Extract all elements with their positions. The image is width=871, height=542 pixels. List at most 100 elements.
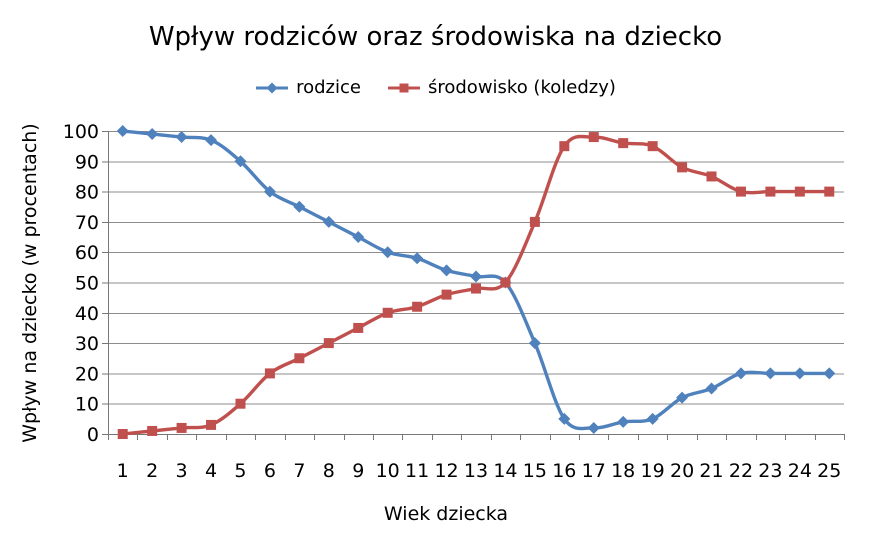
square-marker-icon <box>794 186 805 197</box>
x-tick-label: 20 <box>670 460 694 482</box>
square-marker-icon <box>235 398 246 409</box>
square-marker-icon <box>677 162 688 173</box>
gridlines <box>108 131 844 435</box>
legend-label-rodzice: rodzice <box>296 77 361 98</box>
x-tick-label: 9 <box>352 460 364 482</box>
diamond-marker-icon <box>793 367 806 380</box>
square-marker-icon <box>647 141 658 152</box>
square-marker-icon <box>206 419 217 430</box>
diamond-marker-icon <box>411 252 424 265</box>
diamond-marker-icon <box>263 185 276 198</box>
square-marker-icon <box>382 307 393 318</box>
x-tick-label: 7 <box>293 460 305 482</box>
x-tick-label: 23 <box>758 460 782 482</box>
square-marker-icon <box>441 289 452 300</box>
x-axis-title: Wiek dziecka <box>383 503 509 525</box>
x-tick-label: 24 <box>788 460 812 482</box>
y-tick-label: 90 <box>75 151 99 173</box>
x-tick-label: 21 <box>699 460 723 482</box>
x-tick-label: 11 <box>405 460 429 482</box>
x-tick-label: 10 <box>376 460 400 482</box>
x-tick-label: 3 <box>176 460 188 482</box>
diamond-marker-icon <box>823 367 836 380</box>
square-marker-icon <box>353 322 364 333</box>
square-marker-icon <box>588 132 599 143</box>
x-tick-label: 4 <box>205 460 217 482</box>
x-tick-label: 6 <box>264 460 276 482</box>
axes <box>102 131 845 440</box>
diamond-marker-icon <box>558 412 571 425</box>
diamond-marker-icon <box>146 128 159 141</box>
y-tick-label: 100 <box>63 121 99 143</box>
square-marker-icon <box>500 277 511 288</box>
square-marker-icon <box>117 429 128 439</box>
y-tick-label: 50 <box>75 273 99 295</box>
x-tick-label: 17 <box>582 460 606 482</box>
y-tick-label: 60 <box>75 242 99 264</box>
line-square-marker-icon <box>387 83 420 92</box>
square-marker-icon <box>529 216 540 227</box>
diamond-marker-icon <box>175 131 188 144</box>
square-marker-icon <box>706 171 717 182</box>
y-tick-label: 80 <box>75 182 99 204</box>
legend-label-srodowisko: środowisko (koledzy) <box>427 77 616 98</box>
series-1 <box>117 132 835 439</box>
x-tick-label: 25 <box>817 460 841 482</box>
square-marker-icon <box>618 138 629 149</box>
line-diamond-marker-icon <box>256 82 289 93</box>
series-0 <box>116 125 836 434</box>
diamond-marker-icon <box>116 125 129 137</box>
diamond-marker-icon <box>322 215 335 228</box>
y-tick-label: 30 <box>75 333 99 355</box>
diamond-marker-icon <box>234 155 247 168</box>
diamond-marker-icon <box>205 134 218 147</box>
legend-item-srodowisko: środowisko (koledzy) <box>387 77 616 98</box>
diamond-marker-icon <box>293 200 306 213</box>
x-tick-label: 22 <box>729 460 753 482</box>
square-marker-icon <box>176 422 187 433</box>
square-marker-icon <box>264 368 275 379</box>
square-marker-icon <box>559 141 570 152</box>
square-marker-icon <box>412 301 423 312</box>
diamond-marker-icon <box>440 264 453 277</box>
diamond-marker-icon <box>381 246 394 259</box>
y-tick-label: 70 <box>75 212 99 234</box>
x-tick-label: 12 <box>434 460 458 482</box>
x-tick-label: 1 <box>117 460 129 482</box>
square-marker-icon <box>471 283 481 294</box>
x-tick-label: 8 <box>323 460 335 482</box>
legend: rodzice środowisko (koledzy) <box>0 77 871 98</box>
square-marker-icon <box>735 186 746 197</box>
x-tick-label: 19 <box>641 460 665 482</box>
x-tick-label: 18 <box>611 460 635 482</box>
y-tick-label: 0 <box>87 424 99 446</box>
diamond-marker-icon <box>470 270 482 283</box>
diamond-marker-icon <box>528 337 541 350</box>
square-marker-icon <box>147 425 158 436</box>
y-tick-label: 10 <box>75 394 99 416</box>
diamond-marker-icon <box>617 415 630 428</box>
diamond-marker-icon <box>352 231 365 244</box>
square-marker-icon <box>824 186 835 197</box>
diamond-marker-icon <box>587 421 600 434</box>
diamond-marker-icon <box>646 412 659 425</box>
diamond-marker-icon <box>705 382 718 395</box>
diamond-marker-icon <box>734 367 747 380</box>
square-marker-icon <box>765 186 776 197</box>
x-tick-label: 16 <box>552 460 576 482</box>
x-tick-label: 2 <box>146 460 158 482</box>
square-marker-icon <box>323 338 334 349</box>
diamond-marker-icon <box>676 391 689 404</box>
y-tick-label: 40 <box>75 303 99 325</box>
y-tick-label: 20 <box>75 363 99 385</box>
x-tick-label: 5 <box>234 460 246 482</box>
chart-title: Wpływ rodziców oraz środowiska na dzieck… <box>148 22 723 52</box>
x-tick-label: 13 <box>464 460 488 482</box>
x-tick-label: 15 <box>523 460 547 482</box>
x-tick-label: 14 <box>493 460 517 482</box>
legend-item-rodzice: rodzice <box>255 77 361 98</box>
diamond-marker-icon <box>764 367 777 380</box>
